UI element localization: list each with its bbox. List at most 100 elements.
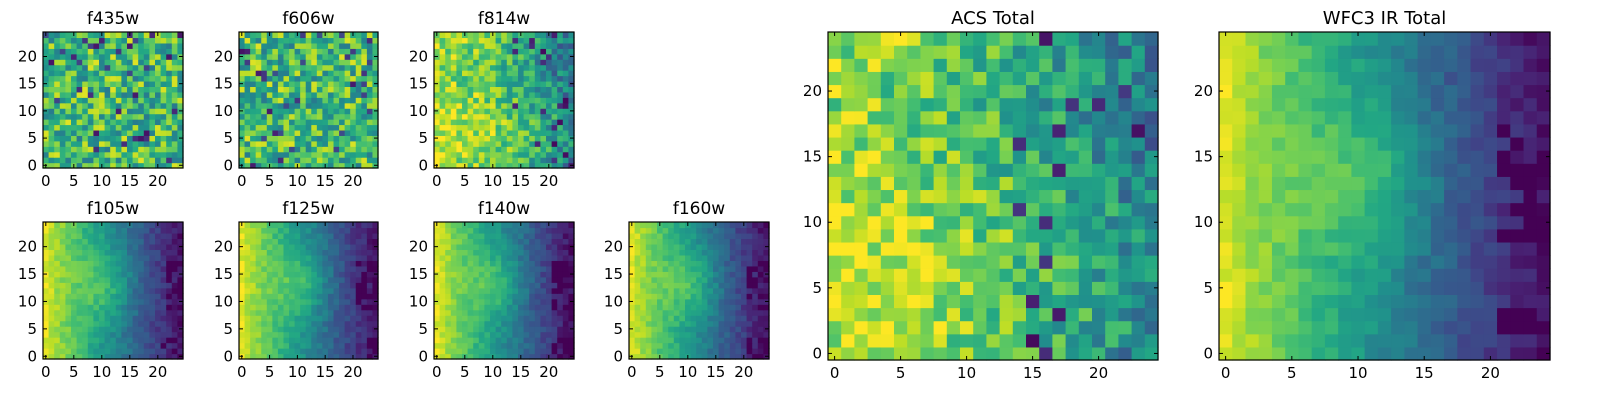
heatmap-cell — [668, 293, 675, 300]
heatmap-cell — [104, 260, 111, 267]
heatmap-cell — [250, 86, 257, 93]
heatmap-cell — [289, 227, 296, 234]
heatmap-cell — [127, 37, 134, 44]
heatmap-cell — [462, 151, 469, 158]
heatmap-cell — [93, 337, 100, 344]
axes-frame — [42, 31, 184, 169]
heatmap-cell — [1118, 281, 1133, 295]
heatmap-cell — [707, 243, 714, 250]
heatmap-cell — [82, 342, 89, 349]
heatmap-cell — [495, 222, 502, 229]
heatmap-cell — [138, 146, 145, 153]
heatmap-cell — [166, 238, 173, 245]
heatmap-cell — [272, 108, 279, 115]
heatmap-cell — [651, 243, 658, 250]
heatmap-cell — [534, 53, 541, 60]
heatmap-cell — [244, 249, 251, 256]
heatmap-cell — [645, 243, 652, 250]
heatmap-cell — [294, 48, 301, 55]
heatmap-cell — [239, 304, 246, 311]
heatmap-cell — [277, 80, 285, 87]
heatmap-cell — [1052, 228, 1067, 243]
heatmap-cell — [166, 282, 173, 289]
heatmap-cell — [506, 157, 513, 164]
heatmap-cell — [294, 140, 301, 147]
heatmap-cell — [501, 293, 508, 300]
heatmap-cell — [757, 249, 764, 256]
heatmap-cell — [540, 227, 547, 234]
heatmap-cell — [568, 97, 575, 104]
heatmap-cell — [546, 243, 553, 250]
heatmap-cell — [724, 353, 731, 360]
heatmap-cell — [366, 232, 374, 240]
heatmap-cell — [65, 331, 72, 338]
heatmap-cell — [250, 287, 257, 294]
heatmap-cell — [110, 348, 117, 355]
heatmap-cell — [54, 293, 61, 300]
heatmap-cell — [854, 333, 869, 348]
heatmap-cell — [679, 293, 686, 300]
heatmap-cell — [673, 254, 680, 261]
heatmap-cell — [657, 232, 664, 240]
heatmap-cell — [272, 309, 279, 316]
heatmap-cell — [289, 254, 296, 261]
heatmap-cell — [741, 320, 748, 327]
heatmap-cell — [495, 32, 502, 39]
heatmap-cell — [729, 331, 736, 338]
heatmap-cell — [562, 232, 569, 240]
heatmap-cell — [143, 91, 150, 98]
heatmap-cell — [366, 97, 374, 104]
heatmap-cell — [166, 348, 173, 355]
heatmap-cell — [272, 276, 279, 283]
heatmap-cell — [724, 276, 731, 283]
heatmap-cell — [138, 91, 145, 98]
heatmap-cell — [110, 37, 117, 44]
heatmap-cell — [529, 48, 536, 55]
heatmap-cell — [685, 243, 692, 250]
heatmap-cell — [562, 331, 569, 338]
heatmap-cell — [529, 304, 536, 311]
heatmap-cell — [679, 298, 686, 305]
heatmap-cell — [512, 353, 519, 360]
heatmap-cell — [551, 276, 558, 283]
heatmap-cell — [160, 222, 167, 229]
heatmap-cell — [707, 238, 714, 245]
heatmap-cell — [880, 176, 895, 191]
heatmap-cell — [920, 189, 935, 204]
heatmap-cell — [854, 241, 869, 256]
heatmap-cell — [690, 304, 697, 311]
heatmap-cell — [59, 37, 66, 44]
heatmap-cell — [629, 282, 636, 289]
heatmap-cell — [59, 287, 66, 294]
heatmap-cell — [177, 315, 184, 322]
heatmap-cell — [366, 293, 374, 300]
heatmap-cell — [59, 331, 66, 338]
heatmap-cell — [551, 48, 558, 55]
heatmap-cell — [115, 342, 122, 349]
heatmap-cell — [752, 331, 759, 338]
heatmap-cell — [327, 320, 335, 327]
heatmap-cell — [266, 326, 273, 333]
heatmap-cell — [473, 64, 480, 71]
heatmap-cell — [707, 326, 714, 333]
heatmap-cell — [339, 124, 346, 131]
heatmap-cell — [59, 238, 66, 245]
heatmap-cell — [645, 276, 652, 283]
heatmap-cell — [1039, 241, 1053, 256]
heatmap-cell — [277, 91, 285, 98]
heatmap-cell — [735, 315, 742, 322]
heatmap-cell — [690, 243, 697, 250]
heatmap-cell — [255, 271, 262, 278]
heatmap-cell — [344, 124, 351, 131]
heatmap-cell — [512, 331, 519, 338]
heatmap-cell — [261, 265, 268, 272]
heatmap-cell — [1026, 307, 1040, 322]
heatmap-cell — [434, 59, 441, 66]
heatmap-cell — [250, 75, 257, 82]
heatmap-cell — [562, 227, 569, 234]
heatmap-cell — [316, 238, 323, 245]
heatmap-cell — [518, 348, 525, 355]
heatmap-cell — [261, 337, 268, 344]
heatmap-cell — [166, 320, 173, 327]
heatmap-cell — [1144, 281, 1159, 295]
